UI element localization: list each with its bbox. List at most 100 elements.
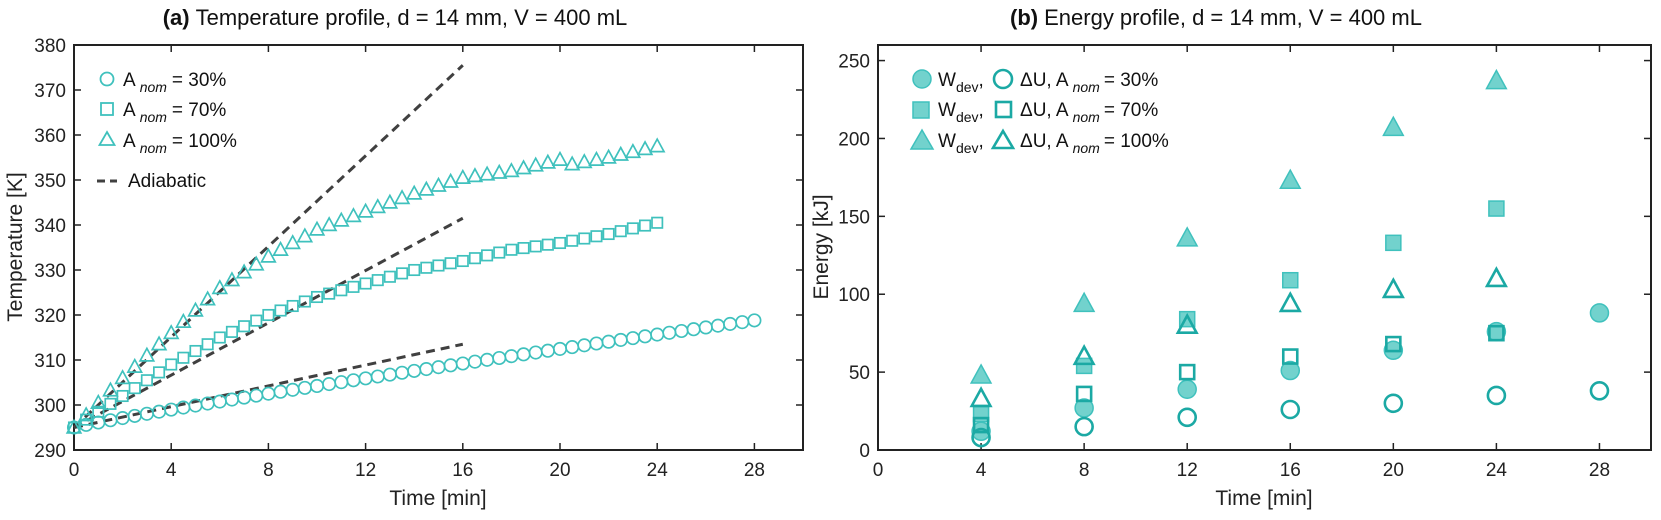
data-point-100 [418,180,435,196]
data-point-30 [686,322,701,337]
x-tick-label: 20 [1383,460,1404,481]
data-point-100 [296,227,314,243]
legend-marker-square-filled [912,101,930,119]
data-point-30 [237,390,252,405]
data-point-100 [333,211,350,227]
legend-marker-circle-open [992,68,1014,90]
x-tick-label: 12 [355,460,376,481]
data-point-100 [175,312,192,328]
data-point-100 [357,202,374,218]
data-point-30 [480,352,495,367]
data-point-70 [116,389,129,403]
data-point-100 [563,155,581,171]
data-point-30 [419,361,434,377]
data-point-70 [104,397,117,410]
data-point-30 [625,331,640,346]
data-point-30 [528,345,543,360]
legend-marker-circle [99,71,115,87]
data-point-70 [128,382,141,395]
data-point-70 [456,254,469,268]
data-point-wdev-triangle [1485,68,1508,90]
data-point-du-circle [1486,385,1507,406]
legend-rest: = 30% [172,70,227,91]
data-point-70 [468,252,481,265]
data-point-70 [420,261,433,274]
data-point-70 [383,270,396,283]
data-point-100 [442,172,459,188]
data-point-30 [613,332,628,347]
data-point-wdev-square [1488,200,1505,217]
chart-panel-temperature: (a) Temperature profile, d = 14 mm, V = 4… [4,5,804,510]
data-point-100 [490,163,508,179]
legend-u: ΔU, A [1020,70,1069,91]
svg-text:Wdev,: Wdev, [938,100,984,125]
data-point-100 [272,240,289,256]
data-point-70 [262,308,275,322]
svg-text:Wdev,: Wdev, [938,70,984,95]
y-tick-label: 200 [838,129,870,150]
data-point-100 [260,247,277,263]
data-markers [969,68,1610,448]
data-point-70 [481,249,494,262]
legend-w-sub: dev [956,109,979,125]
data-point-100 [636,140,654,156]
y-axis-ticks: 290 300 310 320 330 340 350 360 370 380 [34,36,803,462]
legend-sub: nom [140,79,168,95]
y-tick-label: 290 [34,441,66,462]
data-point-du-triangle [1381,277,1405,299]
data-point-wdev-triangle [1279,168,1302,190]
adiabatic-line-1 [72,64,464,429]
data-point-100 [114,369,131,385]
y-tick-label: 380 [34,36,66,57]
legend-sub: nom [140,140,168,156]
data-point-30 [540,343,555,358]
data-point-100 [320,216,338,232]
data-point-100 [308,220,326,236]
data-point-100 [90,393,107,409]
y-axis-ticks: 0 50 100 150 200 250 [838,52,1651,462]
x-tick-label: 12 [1177,460,1198,481]
data-point-70 [638,219,652,232]
data-point-du-triangle [1175,312,1199,335]
data-point-30 [322,377,337,392]
data-point-100 [77,406,95,422]
data-point-100 [162,324,180,340]
chart-title-panel-label: (b) [1010,5,1038,30]
data-point-100 [187,301,204,317]
plot-frame [73,44,804,451]
data-point-70 [371,274,384,287]
data-point-du-circle [1383,393,1404,414]
data-point-30 [309,378,325,394]
data-point-30 [467,354,482,369]
data-point-30 [382,367,397,382]
x-tick-label: 24 [647,460,669,481]
y-tick-label: 300 [34,396,66,417]
data-point-70 [566,234,579,247]
legend-u-sub: nom [1073,109,1101,125]
data-point-100 [576,153,593,169]
data-point-70 [444,257,457,270]
legend-marker-square-open [994,100,1013,119]
x-tick-label: 28 [1589,460,1610,481]
data-point-30 [431,360,446,375]
data-point-70 [602,227,615,241]
legend-sub: nom [140,109,168,125]
data-point-30 [164,402,179,417]
data-point-100 [211,279,229,295]
data-point-100 [223,271,241,287]
data-point-du-triangle [969,386,993,408]
x-tick-label: 0 [69,460,80,481]
data-point-100 [405,184,423,200]
y-axis-label: Temperature [K] [4,172,27,321]
data-point-wdev-triangle [1176,226,1199,247]
x-tick-label: 8 [1079,460,1090,481]
data-point-70 [140,374,153,387]
data-point-100 [138,346,156,362]
data-point-70 [347,280,360,293]
data-point-70 [298,295,311,308]
chart-title-panel-label: (a) [163,5,190,30]
